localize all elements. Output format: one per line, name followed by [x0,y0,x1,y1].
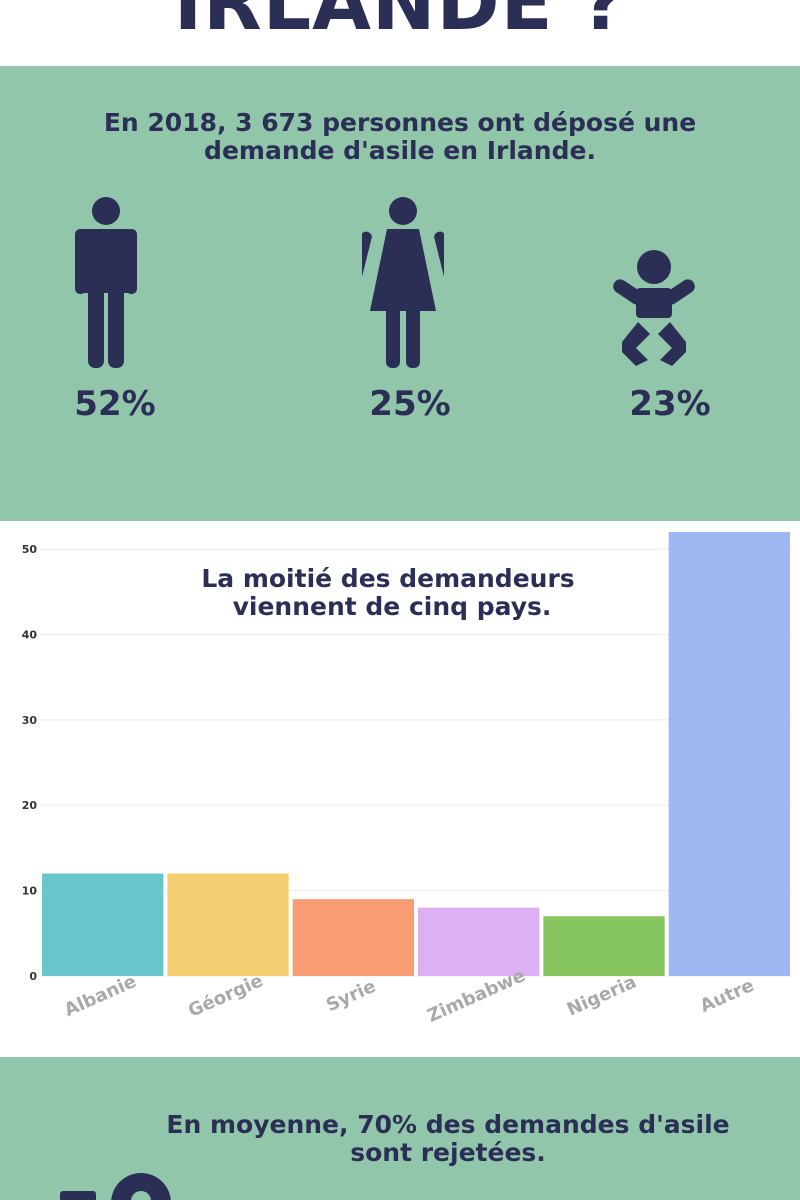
x-tick-label: Syrie [323,976,379,1016]
country-chart: 0 10 20 30 40 50 Albanie Géorgie Syrie Zimbabwe N… [0,521,800,1057]
bar-géorgie [167,873,289,976]
y-tick-label: 0 [29,970,37,983]
demographics-headline-line2: demande d'asile en Irlande. [204,136,596,165]
man-icon [75,197,137,368]
bar-autre [668,532,790,976]
page-title: IRLANDE ? [173,0,627,47]
y-tick-label: 30 [22,714,38,727]
baby-icon [613,250,695,366]
bar-albanie [42,873,164,976]
baby-percent: 23% [629,384,711,424]
x-tick-label: Géorgie [185,970,266,1022]
chart-title-line1: La moitié des demandeurs [201,564,574,593]
x-tick-label: Nigeria [564,971,640,1020]
demographics-headline: En 2018, 3 673 personnes ont déposé une … [0,109,800,165]
chart-title-line2: viennent de cinq pays. [233,592,552,621]
person-icon-partial [60,1173,171,1200]
rejection-headline: En moyenne, 70% des demandes d'asile son… [48,1111,800,1167]
bar-syrie [292,899,414,976]
y-tick-label: 20 [22,799,38,812]
x-tick-label: Albanie [61,971,139,1021]
woman-percent: 25% [369,384,451,424]
woman-icon [362,197,444,368]
bar-zimbabwe [418,907,540,976]
bar-nigeria [543,916,665,976]
demographics-section: En 2018, 3 673 personnes ont déposé une … [0,66,800,521]
demographics-headline-line1: En 2018, 3 673 personnes ont déposé une [103,108,697,137]
rejection-headline-line2: sont rejetées. [350,1138,546,1167]
y-tick-label: 40 [22,628,38,641]
title-section: IRLANDE ? [0,0,800,66]
man-percent: 52% [74,384,156,424]
y-tick-label: 10 [22,885,38,898]
rejection-section: En moyenne, 70% des demandes d'asile son… [0,1057,800,1200]
rejection-headline-line1: En moyenne, 70% des demandes d'asile [166,1110,730,1139]
y-tick-label: 50 [22,543,38,556]
x-tick-label: Autre [697,975,757,1017]
